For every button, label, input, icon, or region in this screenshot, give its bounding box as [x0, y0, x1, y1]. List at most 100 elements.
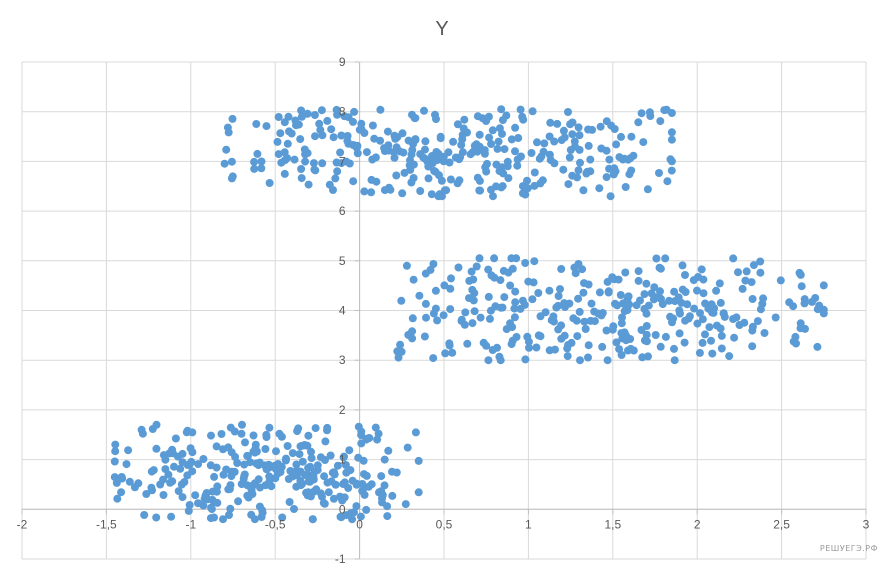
- scatter-point: [420, 106, 428, 115]
- scatter-point: [288, 449, 297, 458]
- scatter-point: [690, 304, 699, 313]
- scatter-point: [612, 140, 621, 149]
- scatter-point: [290, 505, 298, 513]
- scatter-point: [320, 499, 329, 508]
- scatter-point: [377, 472, 386, 481]
- y-tick-label: 9: [339, 55, 346, 69]
- scatter-point: [789, 337, 798, 346]
- scatter-point: [576, 356, 584, 365]
- scatter-point: [324, 488, 333, 497]
- scatter-point: [488, 126, 497, 135]
- scatter-point: [370, 134, 379, 143]
- scatter-point: [729, 254, 738, 263]
- scatter-point: [598, 342, 607, 351]
- scatter-point: [808, 297, 816, 306]
- scatter-point: [311, 424, 320, 433]
- scatter-point: [227, 157, 236, 166]
- scatter-point: [521, 355, 530, 364]
- scatter-point: [590, 317, 599, 326]
- scatter-point: [497, 105, 506, 114]
- scatter-point: [320, 472, 329, 481]
- scatter-point: [352, 479, 361, 488]
- scatter-point: [498, 129, 506, 138]
- scatter-point: [470, 307, 479, 316]
- scatter-point: [445, 158, 454, 167]
- scatter-point: [681, 316, 690, 325]
- scatter-point: [663, 177, 672, 186]
- scatter-point: [506, 281, 515, 290]
- scatter-point: [411, 114, 420, 123]
- scatter-point: [298, 457, 307, 466]
- scatter-point: [491, 302, 500, 311]
- scatter-point: [142, 490, 151, 498]
- scatter-point: [554, 301, 562, 310]
- scatter-point: [356, 512, 365, 521]
- scatter-point: [431, 286, 440, 295]
- scatter-point: [297, 106, 306, 115]
- scatter-point: [362, 148, 371, 157]
- scatter-point: [617, 132, 625, 141]
- scatter-point: [819, 281, 828, 290]
- scatter-point: [511, 287, 520, 296]
- scatter-point: [257, 157, 266, 166]
- scatter-point: [566, 146, 575, 154]
- scatter-point: [785, 298, 794, 307]
- scatter-point: [273, 463, 281, 472]
- scatter-point: [399, 148, 408, 157]
- scatter-point: [448, 348, 457, 357]
- scatter-point: [207, 503, 216, 512]
- scatter-point: [747, 278, 756, 287]
- scatter-point: [380, 481, 389, 490]
- scatter-point: [613, 301, 622, 310]
- y-tick-label: 1: [339, 453, 346, 467]
- scatter-point: [421, 137, 430, 146]
- scatter-point: [337, 159, 346, 168]
- scatter-point: [427, 190, 436, 199]
- scatter-point: [373, 435, 382, 444]
- scatter-point: [489, 192, 497, 201]
- scatter-point: [458, 130, 467, 139]
- scatter-point: [140, 511, 149, 519]
- scatter-point: [426, 265, 435, 274]
- scatter-point: [521, 259, 530, 267]
- scatter-point: [639, 138, 648, 147]
- x-tick-label: -1: [185, 517, 196, 531]
- scatter-point: [422, 313, 430, 322]
- scatter-point: [243, 451, 252, 460]
- scatter-point: [316, 453, 325, 462]
- scatter-point: [388, 491, 397, 500]
- scatter-point: [230, 467, 239, 476]
- scatter-point: [644, 352, 652, 361]
- scatter-point: [227, 448, 236, 457]
- scatter-point: [564, 180, 573, 189]
- scatter-point: [568, 171, 577, 180]
- scatter-point: [388, 467, 396, 476]
- scatter-point: [578, 265, 587, 274]
- scatter-point: [446, 284, 455, 293]
- scatter-point: [490, 254, 499, 263]
- scatter-point: [323, 423, 332, 432]
- scatter-point: [678, 261, 687, 270]
- scatter-point: [771, 313, 780, 322]
- scatter-point: [397, 296, 406, 305]
- scatter-point: [698, 338, 707, 347]
- scatter-point: [311, 132, 319, 141]
- scatter-point: [274, 150, 283, 159]
- scatter-point: [624, 155, 633, 164]
- scatter-point: [122, 460, 131, 469]
- scatter-point: [350, 107, 359, 116]
- scatter-point: [667, 157, 676, 166]
- scatter-point: [572, 316, 581, 325]
- scatter-point: [317, 106, 326, 115]
- scatter-point: [625, 300, 634, 309]
- scatter-point: [693, 319, 702, 328]
- scatter-point: [488, 346, 497, 354]
- scatter-point: [176, 464, 185, 473]
- scatter-point: [307, 454, 316, 463]
- scatter-point: [756, 305, 765, 314]
- scatter-point: [574, 123, 583, 132]
- scatter-point: [557, 265, 566, 273]
- scatter-point: [428, 152, 436, 160]
- scatter-point: [130, 483, 139, 492]
